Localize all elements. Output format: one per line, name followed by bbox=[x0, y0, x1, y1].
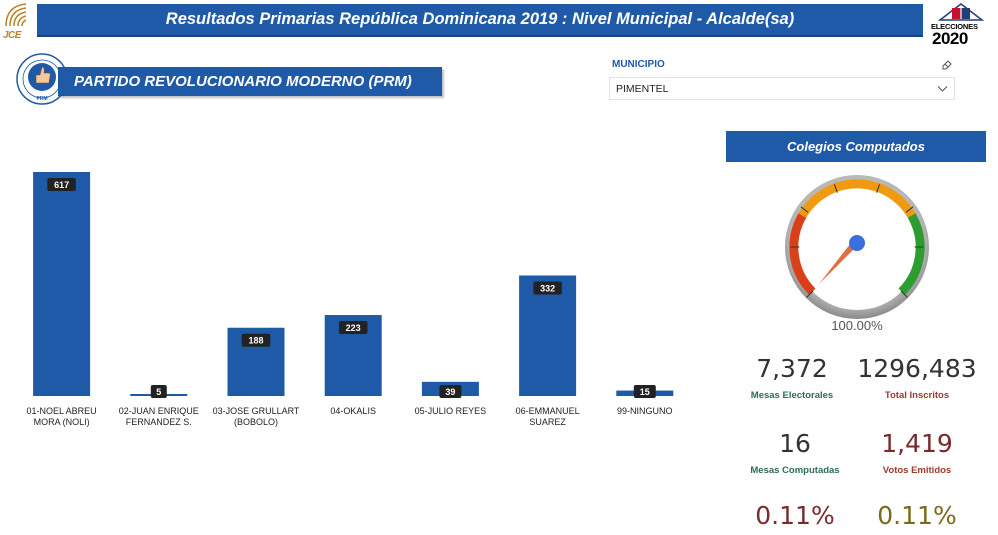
bar-6[interactable] bbox=[519, 275, 577, 396]
jce-logo bbox=[5, 3, 27, 27]
data-label-7: 15 bbox=[640, 387, 650, 397]
colegios-title-bar: Colegios Computados bbox=[726, 131, 986, 162]
gauge-ticks bbox=[790, 184, 924, 298]
category-label-4: 04-OKALIS bbox=[330, 406, 376, 416]
total-inscritos-value: 1296,483 bbox=[857, 354, 977, 383]
data-label-bg-3 bbox=[241, 333, 271, 347]
party-logo-text: PRM bbox=[36, 96, 47, 102]
data-label-bg-7 bbox=[633, 385, 656, 398]
chevron-down-icon bbox=[937, 86, 948, 92]
party-name: PARTIDO REVOLUCIONARIO MODERNO (PRM) bbox=[74, 73, 412, 90]
gauge-band-green bbox=[898, 213, 925, 295]
data-label-3: 188 bbox=[248, 336, 263, 346]
category-label-7: 99-NINGUNO bbox=[617, 406, 673, 416]
percent-right-value: 0.11% bbox=[877, 501, 957, 530]
data-label-5: 39 bbox=[445, 387, 455, 397]
mesas-computadas-value: 16 bbox=[779, 429, 811, 458]
category-label-1: 01-NOEL ABREU MORA (NOLI) bbox=[26, 406, 96, 427]
municipio-label: MUNICIPIO bbox=[612, 59, 665, 70]
colegios-gauge bbox=[785, 175, 929, 319]
data-label-bg-4 bbox=[338, 321, 368, 335]
data-label-bg-1 bbox=[47, 178, 76, 191]
municipio-selected-value: PIMENTEL bbox=[616, 82, 669, 95]
data-label-bg-5 bbox=[439, 385, 462, 398]
total-inscritos-label: Total Inscritos bbox=[884, 390, 950, 401]
data-label-1: 617 bbox=[54, 180, 69, 190]
votos-emitidos-label: Votos Emitidos bbox=[882, 465, 952, 476]
mesas-electorales-label: Mesas Electorales bbox=[750, 390, 834, 401]
mesas-computadas-label: Mesas Computadas bbox=[750, 465, 840, 476]
data-label-4: 223 bbox=[346, 323, 361, 333]
bar-1[interactable] bbox=[33, 172, 91, 396]
page-title: Resultados Primarias República Dominican… bbox=[165, 10, 795, 28]
gauge-needle bbox=[819, 239, 860, 284]
percent-left-value: 0.11% bbox=[755, 501, 835, 530]
category-label-6: 06-EMMANUEL SUAREZ bbox=[516, 406, 580, 427]
page-title-bar: Resultados Primarias República Dominican… bbox=[37, 4, 923, 37]
municipio-select[interactable]: PIMENTEL bbox=[609, 77, 955, 100]
elecciones-logo bbox=[937, 3, 985, 21]
gauge-band-orange bbox=[798, 179, 916, 218]
data-label-6: 332 bbox=[540, 283, 555, 293]
colegios-percent: 100.00% bbox=[831, 318, 883, 333]
party-name-bar: PARTIDO REVOLUCIONARIO MODERNO (PRM) bbox=[58, 67, 442, 96]
eraser-icon[interactable] bbox=[941, 58, 953, 70]
mesas-electorales-value: 7,372 bbox=[756, 354, 828, 383]
jce-logo-text: JCE bbox=[3, 30, 21, 41]
gauge-band-red bbox=[789, 213, 816, 295]
category-label-2: 02-JUAN ENRIQUE FERNANDEZ S. bbox=[119, 406, 199, 427]
data-label-bg-6 bbox=[533, 281, 562, 295]
data-label-bg-2 bbox=[150, 385, 167, 398]
colegios-title: Colegios Computados bbox=[787, 139, 925, 154]
data-label-2: 5 bbox=[156, 387, 161, 397]
candidates-bar-chart: 617 01-NOEL ABREU MORA (NOLI) 5 02-JUAN ENRI… bbox=[26, 172, 674, 427]
votos-emitidos-value: 1,419 bbox=[881, 429, 953, 458]
gauge-hub bbox=[849, 235, 865, 251]
category-label-3: 03-JOSE GRULLART (BOBOLO) bbox=[213, 406, 300, 427]
category-label-5: 05-JULIO REYES bbox=[415, 406, 487, 416]
elecciones-label: ELECCIONES bbox=[931, 22, 978, 31]
elecciones-year: 2020 bbox=[932, 29, 968, 48]
